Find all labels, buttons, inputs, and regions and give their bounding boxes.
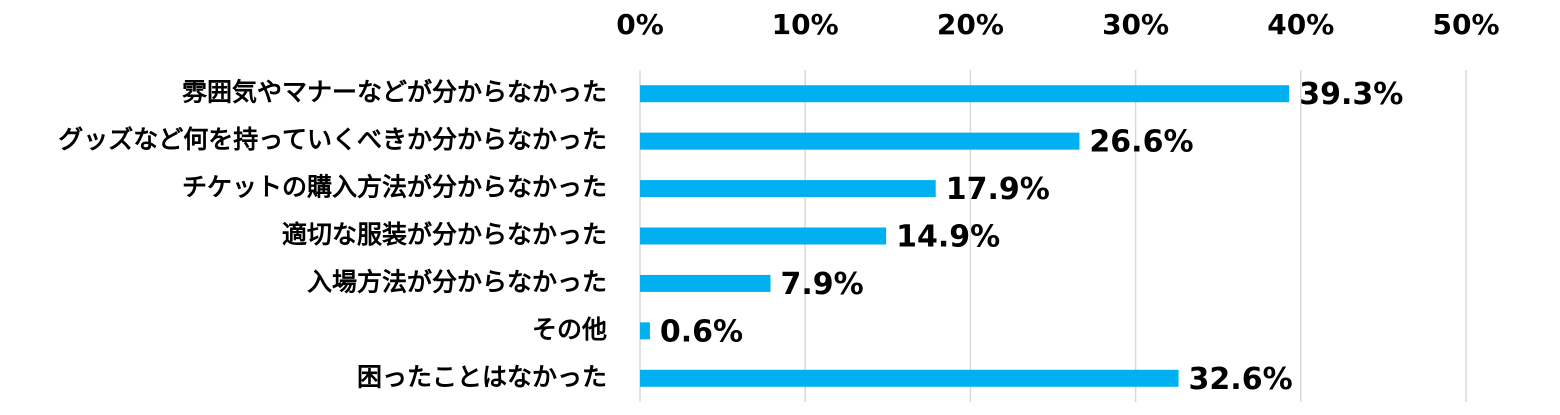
x-tick-label: 30% [1102,8,1169,41]
value-label: 0.6% [660,314,743,349]
bar [640,322,650,340]
bar [640,227,887,245]
value-label: 26.6% [1089,125,1193,160]
category-label: チケットの購入方法が分からなかった [182,173,607,202]
category-label: その他 [532,315,607,344]
x-tick-label: 50% [1432,8,1499,41]
category-label: 雰囲気やマナーなどが分からなかった [182,78,607,107]
category-label: 困ったことはなかった [357,362,607,391]
value-label: 7.9% [781,267,864,302]
x-tick-label: 40% [1267,8,1334,41]
category-label: 適切な服装が分からなかった [282,220,607,249]
value-label: 17.9% [946,172,1050,207]
value-label: 39.3% [1299,77,1403,112]
bar [640,274,771,292]
category-label: 入場方法が分からなかった [307,267,607,296]
bar [640,369,1179,387]
x-tick-label: 10% [772,8,839,41]
x-tick-label: 20% [937,8,1004,41]
x-tick-label: 0% [616,8,664,41]
category-label: グッズなど何を持っていくべきか分からなかった [58,125,607,154]
bar [640,132,1080,150]
value-label: 32.6% [1189,362,1293,397]
bar [640,85,1290,103]
bar [640,180,936,198]
value-label: 14.9% [896,220,1000,255]
